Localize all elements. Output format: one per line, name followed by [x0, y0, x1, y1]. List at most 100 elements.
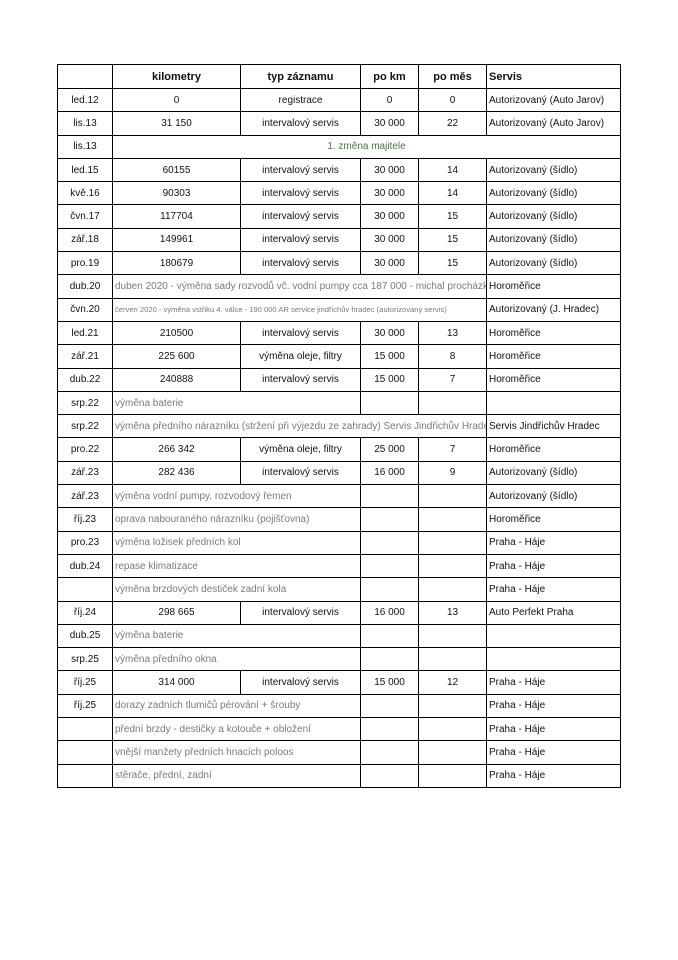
- po-km-cell: [360, 740, 419, 765]
- table-row: pro.23 výměna ložisek předních kol Praha …: [57, 530, 621, 555]
- note-cell: přední brzdy - destičky a kotouče + oblo…: [112, 717, 361, 742]
- type-cell: intervalový servis: [240, 227, 361, 253]
- header-po-km: po km: [360, 64, 419, 89]
- km-cell: 117704: [112, 204, 241, 229]
- owner-change-note: 1. změna majitele: [112, 134, 621, 159]
- date-cell: říj.25: [57, 670, 113, 695]
- po-km-cell: [360, 693, 419, 719]
- servis-cell: Praha - Háje: [486, 577, 621, 602]
- km-cell: 314 000: [112, 670, 241, 695]
- type-cell: registrace: [240, 87, 361, 113]
- table-row: zář.21 225 600 výměna oleje, filtry 15 000 8…: [57, 344, 621, 369]
- table-row: čvn.20 červen 2020 - výměna vstřiku 4. vá…: [57, 297, 621, 322]
- date-cell: srp.22: [57, 390, 113, 416]
- servis-cell: Autorizovaný (šídlo): [486, 181, 621, 206]
- type-cell: intervalový servis: [240, 157, 361, 183]
- po-km-cell: 30 000: [360, 181, 419, 206]
- table-row: lis.13 1. změna majitele: [57, 134, 621, 159]
- table-row: říj.25 dorazy zadních tlumičů pérování + …: [57, 693, 621, 719]
- po-mes-cell: 22: [418, 111, 487, 136]
- table-row: výměna brzdových destiček zadní kola Prah…: [57, 577, 621, 602]
- header-date: [57, 64, 113, 89]
- po-km-cell: 30 000: [360, 251, 419, 276]
- table-row: dub.22 240888 intervalový servis 15 000 7 Hor…: [57, 367, 621, 392]
- po-km-cell: 15 000: [360, 344, 419, 369]
- table-row: zář.23 výměna vodní pumpy, rozvodový řeme…: [57, 484, 621, 509]
- po-mes-cell: 7: [418, 437, 487, 462]
- note-cell: výměna ložisek předních kol: [112, 530, 361, 555]
- header-servis: Servis: [486, 64, 621, 89]
- servis-cell: Praha - Háje: [486, 740, 621, 765]
- po-km-cell: [360, 647, 419, 672]
- note-cell: dorazy zadních tlumičů pérování + šrouby: [112, 693, 361, 719]
- table-row: zář.18 149961 intervalový servis 30 000 15 Au…: [57, 227, 621, 253]
- type-cell: intervalový servis: [240, 111, 361, 136]
- servis-cell: Horoměřice: [486, 320, 621, 346]
- note-cell: výměna baterie: [112, 623, 361, 649]
- km-cell: 210500: [112, 320, 241, 346]
- date-cell: [57, 717, 113, 742]
- date-cell: dub.25: [57, 623, 113, 649]
- po-mes-cell: 14: [418, 157, 487, 183]
- po-mes-cell: 15: [418, 227, 487, 253]
- date-cell: srp.22: [57, 414, 113, 439]
- km-cell: 240888: [112, 367, 241, 392]
- date-cell: říj.24: [57, 600, 113, 625]
- km-cell: 282 436: [112, 460, 241, 486]
- note-cell: výměna brzdových destiček zadní kola: [112, 577, 361, 602]
- servis-cell: [486, 623, 621, 649]
- servis-cell: Autorizovaný (Auto Jarov): [486, 111, 621, 136]
- servis-cell: Auto Perfekt Praha: [486, 600, 621, 625]
- po-mes-cell: 8: [418, 344, 487, 369]
- servis-cell: Horoměřice: [486, 344, 621, 369]
- table-row: zář.23 282 436 intervalový servis 16 000 9 Au…: [57, 460, 621, 486]
- type-cell: výměna oleje, filtry: [240, 344, 361, 369]
- po-km-cell: 30 000: [360, 111, 419, 136]
- table-row: říj.23 oprava nabouraného nárazníku (poji…: [57, 507, 621, 532]
- servis-cell: Autorizovaný (šídlo): [486, 484, 621, 509]
- type-cell: intervalový servis: [240, 204, 361, 229]
- po-km-cell: [360, 530, 419, 555]
- table-row: led.15 60155 intervalový servis 30 000 14 Aut…: [57, 157, 621, 183]
- servis-cell: [486, 647, 621, 672]
- table-row: srp.22 výměna baterie: [57, 390, 621, 416]
- po-mes-cell: [418, 717, 487, 742]
- table-row: pro.22 266 342 výměna oleje, filtry 25 000 7…: [57, 437, 621, 462]
- type-cell: intervalový servis: [240, 600, 361, 625]
- table-row: lis.13 31 150 intervalový servis 30 000 22 Au…: [57, 111, 621, 136]
- servis-cell: Praha - Háje: [486, 717, 621, 742]
- po-mes-cell: 13: [418, 600, 487, 625]
- po-km-cell: 30 000: [360, 227, 419, 253]
- servis-cell: Servis Jindřichův Hradec: [486, 414, 621, 439]
- po-km-cell: 30 000: [360, 157, 419, 183]
- date-cell: [57, 577, 113, 602]
- po-mes-cell: [418, 763, 487, 788]
- date-cell: kvě.16: [57, 181, 113, 206]
- po-mes-cell: [418, 530, 487, 555]
- note-cell: oprava nabouraného nárazníku (pojišťovna…: [112, 507, 361, 532]
- servis-cell: Horoměřice: [486, 274, 621, 299]
- po-km-cell: [360, 717, 419, 742]
- km-cell: 31 150: [112, 111, 241, 136]
- header-row: kilometry typ záznamu po km po měs Servi…: [57, 64, 621, 89]
- date-cell: [57, 740, 113, 765]
- servis-cell: Autorizovaný (šídlo): [486, 251, 621, 276]
- km-cell: 298 665: [112, 600, 241, 625]
- servis-cell: Autorizovaný (šídlo): [486, 204, 621, 229]
- header-kilometry: kilometry: [112, 64, 241, 89]
- servis-cell: Autorizovaný (šídlo): [486, 227, 621, 253]
- km-cell: 90303: [112, 181, 241, 206]
- po-km-cell: [360, 553, 419, 579]
- servis-cell: Autorizovaný (šídlo): [486, 157, 621, 183]
- po-km-cell: 30 000: [360, 320, 419, 346]
- servis-cell: Horoměřice: [486, 507, 621, 532]
- type-cell: intervalový servis: [240, 460, 361, 486]
- po-mes-cell: 14: [418, 181, 487, 206]
- date-cell: pro.19: [57, 251, 113, 276]
- po-km-cell: 16 000: [360, 600, 419, 625]
- date-cell: dub.20: [57, 274, 113, 299]
- km-cell: 149961: [112, 227, 241, 253]
- po-mes-cell: [418, 647, 487, 672]
- po-km-cell: [360, 623, 419, 649]
- date-cell: srp.25: [57, 647, 113, 672]
